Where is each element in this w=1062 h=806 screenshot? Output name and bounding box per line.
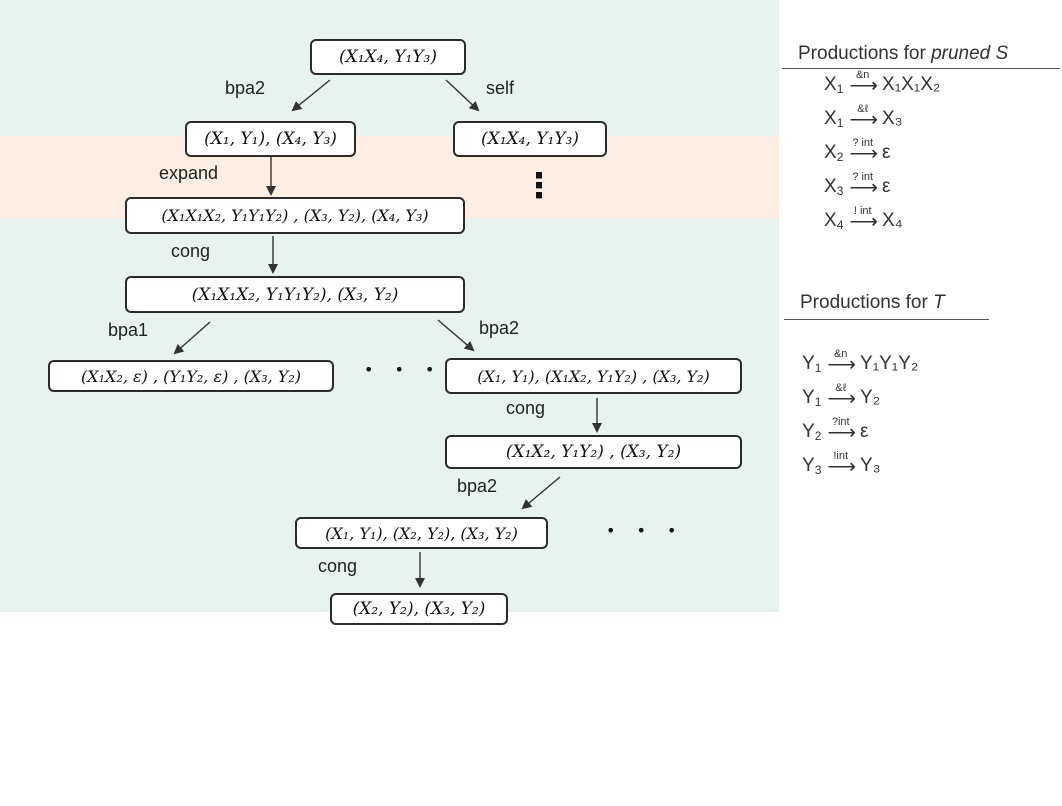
tree-node-bpa2-right: (X₁, Y₁), (X₁X₂, Y₁Y₂) , (X₃, Y₂) [445,358,742,394]
ellipsis-mid: • • • [364,360,443,379]
edge-root-to-self [445,79,480,112]
edge-label-bpa2-mid: bpa2 [479,318,520,338]
tree-edges [173,79,602,588]
edge-label-bpa1: bpa1 [108,320,149,340]
tree-node-cong2: (X₁X₂, Y₁Y₂) , (X₃, Y₂) [445,435,742,469]
panel-s-title: Productions for pruned S [798,43,1008,65]
edge-label-cong-1: cong [171,241,211,261]
tree-node-self: (X₁X₄, Y₁Y₃) [453,121,607,157]
panel-t-title: Productions for T [800,292,945,314]
tree-node-bpa1: (X₁X₂, ε) , (Y₁Y₂, ε) , (X₃, Y₂) [48,360,334,392]
ellipsis-low: • • • [606,521,685,540]
panel-t-title-prefix: Productions for [800,292,934,313]
edge-label-self: self [486,78,515,98]
edge-cong2-to-bpa2-lower [521,476,561,510]
panel-s-divider [782,68,1060,69]
edge-cong1-to-bpa2-right [437,319,475,352]
panel-t-divider [784,319,989,320]
tree-node-root: (X₁X₄, Y₁Y₃) [310,39,466,75]
edge-label-bpa2-top: bpa2 [225,78,266,98]
edge-label-cong-2: cong [506,398,546,418]
tree-node-cong3: (X₂, Y₂), (X₃, Y₂) [330,593,508,625]
tree-node-bpa2-left: (X₁, Y₁), (X₄, Y₃) [185,121,356,157]
tree-node-cong1: (X₁X₁X₂, Y₁Y₁Y₂), (X₃, Y₂) [125,276,465,313]
edge-label-bpa2-low: bpa2 [457,476,498,496]
edge-label-cong-3: cong [318,556,358,576]
panel-s-title-prefix: Productions for [798,43,932,64]
panel-t-title-italic: T [933,292,945,313]
edge-label-expand: expand [159,163,219,183]
edge-root-to-bpa2-left [291,79,331,112]
tree-node-expand: (X₁X₁X₂, Y₁Y₁Y₂) , (X₃, Y₂), (X₄, Y₃) [125,197,465,234]
ellipsis-vertical: ⋮ [522,166,556,206]
panel-s-title-italic: pruned S [931,43,1009,64]
edge-cong1-to-bpa1 [173,321,211,355]
tree-node-bpa2-lower: (X₁, Y₁), (X₂, Y₂), (X₃, Y₂) [295,517,548,549]
